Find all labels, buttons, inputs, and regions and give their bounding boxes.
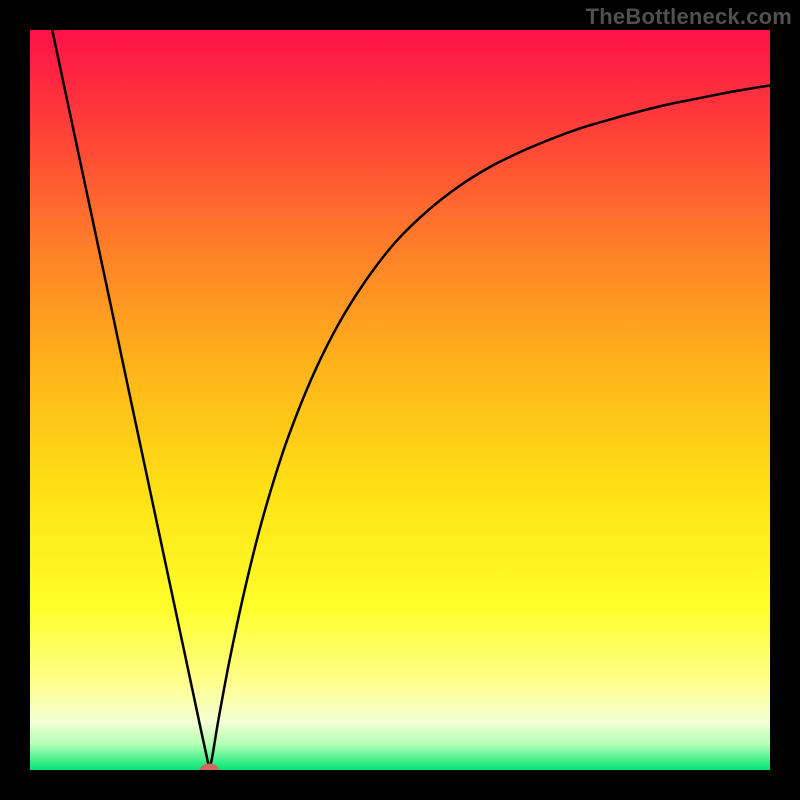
watermark-text: TheBottleneck.com (586, 4, 792, 30)
plot-background (30, 30, 770, 770)
plot-area (30, 30, 770, 770)
chart-wrap: TheBottleneck.com (0, 0, 800, 800)
chart-svg (30, 30, 770, 770)
